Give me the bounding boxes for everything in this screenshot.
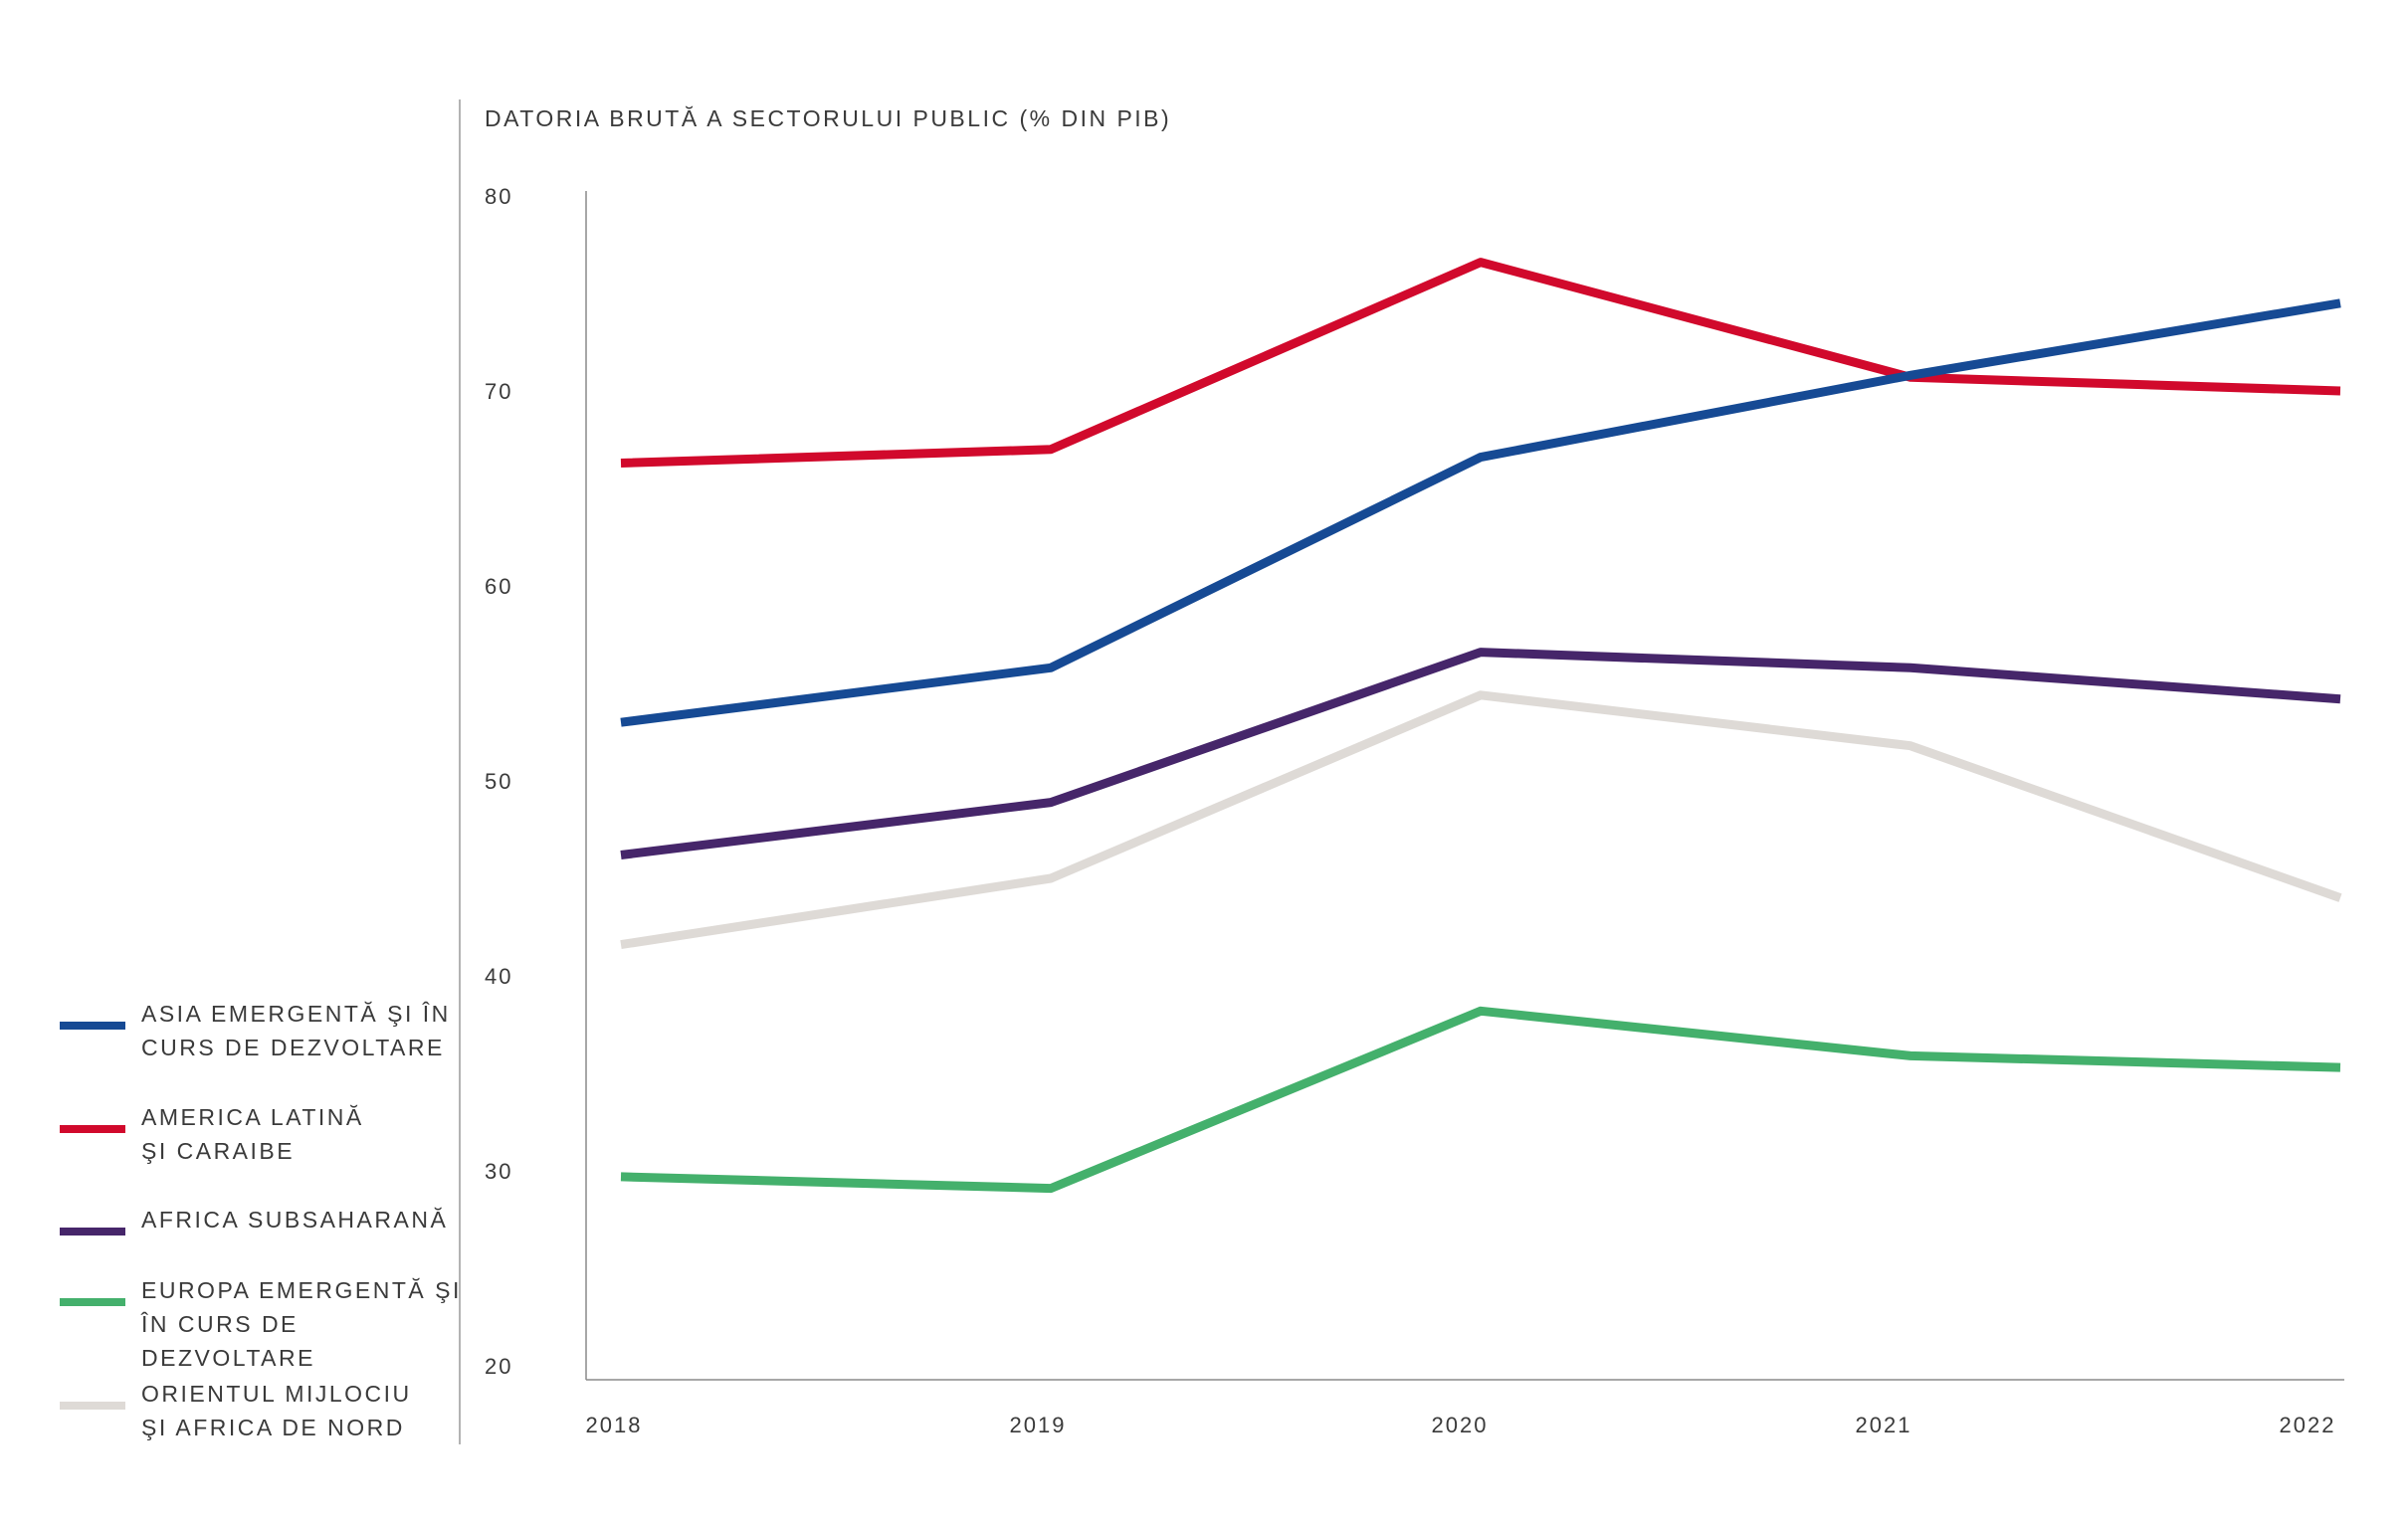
series-line	[620, 648, 2341, 859]
series-line	[620, 1006, 2341, 1194]
series-line	[620, 690, 2342, 950]
y-tick-label: 60	[485, 574, 512, 599]
y-tick-label: 30	[485, 1159, 512, 1184]
legend-label: ORIENTUL MIJLOCIU ŞI AFRICA DE NORD	[141, 1381, 412, 1440]
legend-swatch	[60, 1402, 125, 1410]
x-tick-label: 2018	[586, 1413, 643, 1437]
series-lines	[620, 258, 2342, 1194]
chart-title: DATORIA BRUTĂ A SECTORULUI PUBLIC (% DIN…	[485, 105, 1171, 131]
legend-swatch	[60, 1228, 125, 1236]
series-line	[620, 258, 2341, 468]
series-line	[620, 298, 2341, 727]
legend-swatch	[60, 1298, 125, 1306]
y-tick-label: 80	[485, 184, 512, 209]
legend-label: ASIA EMERGENTĂ ŞI ÎN CURS DE DEZVOLTARE	[141, 1001, 451, 1060]
legend-label: AMERICA LATINĂ ŞI CARAIBE	[141, 1104, 364, 1164]
y-tick-label: 50	[485, 769, 512, 794]
legend-label: EUROPA EMERGENTĂ ŞI ÎN CURS DE DEZVOLTAR…	[141, 1277, 462, 1371]
legend-swatch	[60, 1125, 125, 1133]
x-tick-label: 2021	[1856, 1413, 1912, 1437]
x-tick-label: 2019	[1010, 1413, 1067, 1437]
legend-swatch	[60, 1022, 125, 1030]
y-tick-label: 40	[485, 964, 512, 989]
x-tick-label: 2022	[2280, 1413, 2336, 1437]
y-tick-label: 70	[485, 379, 512, 404]
y-tick-labels: 20 30 40 50 60 70 80	[485, 184, 512, 1379]
legend-label: AFRICA SUBSAHARANĂ	[141, 1207, 449, 1233]
x-tick-labels: 2018 2019 2020 2021 2022	[586, 1413, 2336, 1437]
x-tick-label: 2020	[1432, 1413, 1489, 1437]
y-tick-label: 20	[485, 1354, 512, 1379]
